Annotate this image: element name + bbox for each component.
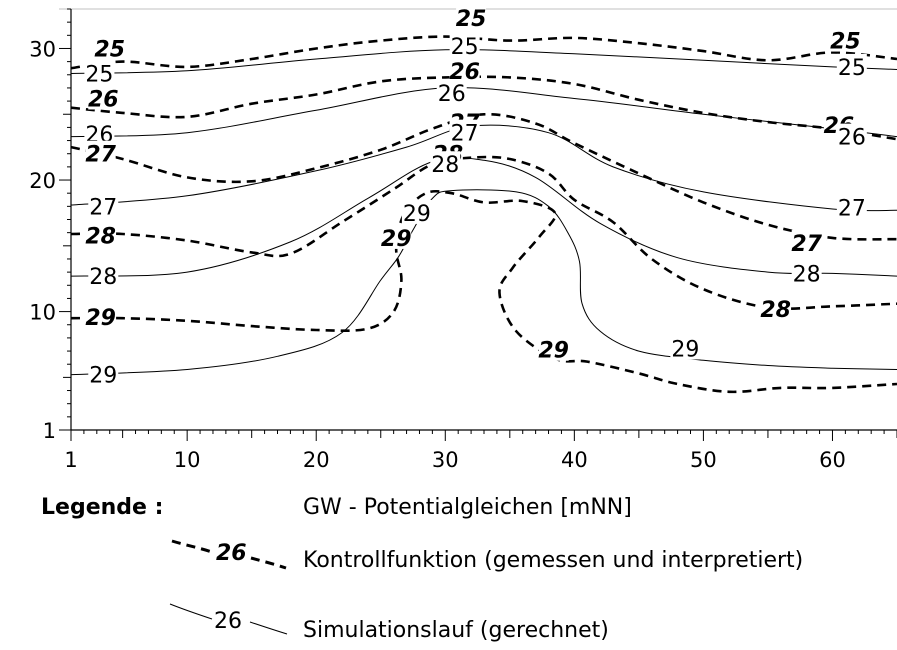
series-line-29-solid: [70, 189, 897, 376]
y-tick-label: 20: [29, 169, 56, 193]
series-label-29-solid: 29: [671, 337, 699, 362]
series-label-27-solid: 27: [838, 197, 866, 222]
axis-layer: 1 10 20 30 40 50 60 1 10 20 30: [29, 8, 897, 472]
series-label-25-solid: 25: [838, 56, 866, 81]
x-tick-label: 10: [174, 448, 201, 472]
series-label-26-solid: 26: [438, 82, 466, 107]
legend-sample-solid-tail: [249, 621, 288, 635]
series-line-29-dashed: [70, 189, 897, 394]
series-label-29-solid: 29: [403, 202, 431, 227]
series-label-28-solid: 28: [89, 265, 117, 290]
legend-entry-control: Kontrollfunktion (gemessen und interpret…: [303, 548, 803, 573]
x-tick-label: 40: [561, 448, 588, 472]
series-label-29-dashed: 29: [381, 227, 412, 252]
series-label-29-dashed: 29: [538, 339, 569, 364]
series-line-26-dashed: [70, 75, 897, 141]
series-line-25-solid: [70, 49, 897, 74]
x-tick-label: 1: [64, 448, 77, 472]
series-label-27-dashed: 27: [791, 232, 822, 257]
x-tick-label: 20: [303, 448, 330, 472]
series-label-26-dashed: 26: [88, 87, 119, 112]
label-layer: 2525252525252626262626262727272727272828…: [84, 5, 867, 389]
legend: Legende : GW - Potentialgleichen [mNN] 2…: [41, 495, 803, 643]
series-label-mask: [836, 53, 867, 78]
legend-heading: Legende :: [41, 495, 163, 520]
series-label-mask: [449, 57, 480, 82]
series-label-mask: [85, 140, 116, 165]
series-line-25-dashed: [70, 35, 897, 70]
series-label-28-solid: 28: [431, 153, 459, 178]
series-label-25-dashed: 25: [94, 37, 125, 62]
legend-sample-dashed-tail: [250, 556, 287, 570]
series-label-25-dashed: 25: [456, 7, 487, 32]
legend-sample-solid: [169, 603, 213, 620]
legend-title: GW - Potentialgleichen [mNN]: [303, 495, 632, 520]
series-label-28-dashed: 28: [760, 298, 791, 323]
series-label-mask: [430, 151, 461, 176]
legend-entry-simulation: Simulationslauf (gerechnet): [303, 618, 609, 643]
series-line-27-solid: [70, 124, 897, 212]
series-label-mask: [449, 32, 480, 57]
series-line-26-solid: [70, 87, 897, 138]
series-label-mask: [85, 222, 116, 247]
series-line-27-dashed: [70, 112, 897, 241]
series-label-25-dashed: 25: [830, 30, 861, 55]
series-label-25-solid: 25: [451, 35, 479, 60]
series-label-mask: [836, 194, 867, 219]
series-label-26-solid: 26: [838, 126, 866, 151]
series-label-mask: [84, 60, 115, 85]
series-label-27-solid: 27: [89, 195, 117, 220]
series-label-mask: [760, 295, 791, 320]
series-label-28-dashed: 28: [85, 224, 116, 249]
series-label-29-solid: 29: [89, 364, 117, 389]
legend-sample-solid-label: 26: [214, 609, 242, 634]
legend-sample-dashed-label: 26: [216, 541, 247, 566]
y-tick-label: 10: [29, 301, 56, 325]
series-label-mask: [94, 35, 125, 60]
series-label-mask: [791, 230, 822, 255]
series-line-28-solid: [70, 157, 897, 277]
series-label-mask: [88, 361, 119, 386]
series-line-28-dashed: [70, 155, 897, 311]
series-label-mask: [449, 119, 480, 144]
y-tick-label: 1: [43, 419, 56, 443]
series-label-mask: [88, 85, 119, 110]
series-label-mask: [538, 336, 569, 361]
series-label-mask: [670, 335, 701, 360]
series-label-mask: [436, 80, 467, 105]
series-label-mask: [836, 123, 867, 148]
series-label-mask: [381, 224, 412, 249]
series-label-mask: [85, 303, 116, 328]
y-tick-label: 30: [29, 37, 56, 61]
series-label-mask: [830, 27, 861, 52]
series-label-mask: [401, 199, 432, 224]
x-tick-label: 30: [432, 448, 459, 472]
legend-sample-dashed: [171, 539, 213, 554]
series-label-29-dashed: 29: [85, 306, 116, 331]
series-label-mask: [88, 263, 119, 288]
series-label-mask: [88, 193, 119, 218]
series-label-28-solid: 28: [793, 262, 821, 287]
x-tick-label: 60: [819, 448, 846, 472]
x-tick-label: 50: [690, 448, 717, 472]
series-label-25-solid: 25: [85, 62, 113, 87]
series-label-mask: [791, 260, 822, 285]
series-layer: [70, 35, 897, 394]
series-label-mask: [456, 5, 487, 30]
series-label-27-dashed: 27: [85, 143, 116, 168]
